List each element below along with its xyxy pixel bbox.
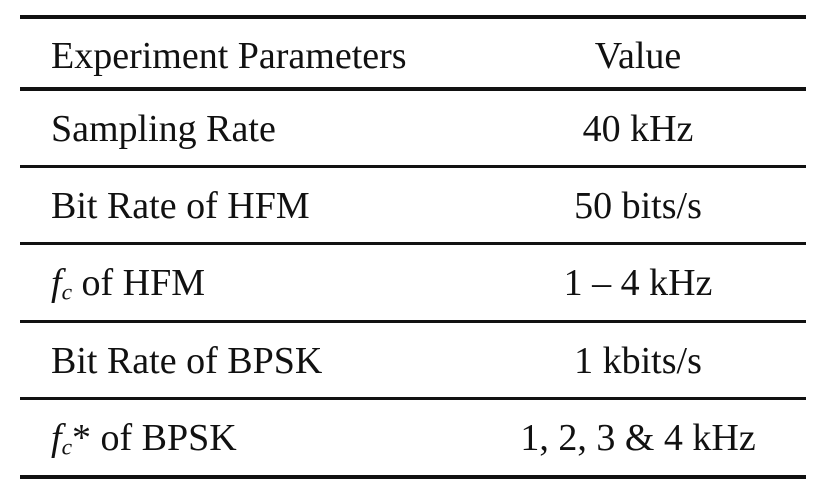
table-row: fc* of BPSK 1, 2, 3 & 4 kHz [20,401,806,475]
math-symbol: fc [51,262,73,306]
table-row: fc of HFM 1 – 4 kHz [20,246,806,320]
header-rule [20,87,806,91]
table-header-row: Experiment Parameters Value [20,19,806,93]
row-divider [20,242,806,245]
row-value: 50 bits/s [574,185,702,227]
row-divider [20,397,806,400]
row-parameter: Sampling Rate [51,108,276,150]
row-parameter: fc of HFM [51,262,206,306]
row-divider [20,165,806,168]
row-value: 1 – 4 kHz [563,262,713,304]
row-parameter: Bit Rate of BPSK [51,340,323,382]
table-row: Bit Rate of HFM 50 bits/s [20,169,806,243]
row-value: 1, 2, 3 & 4 kHz [520,417,756,459]
row-parameter: Bit Rate of HFM [51,185,310,227]
top-rule [20,15,806,19]
table-row: Sampling Rate 40 kHz [20,92,806,166]
table-row: Bit Rate of BPSK 1 kbits/s [20,324,806,398]
row-divider [20,320,806,323]
row-parameter: fc* of BPSK [51,417,237,461]
row-value: 40 kHz [582,108,694,150]
header-value: Value [594,35,682,77]
row-value: 1 kbits/s [574,340,702,382]
header-parameter: Experiment Parameters [51,35,407,77]
math-symbol: fc [51,417,73,461]
bottom-rule [20,475,806,479]
